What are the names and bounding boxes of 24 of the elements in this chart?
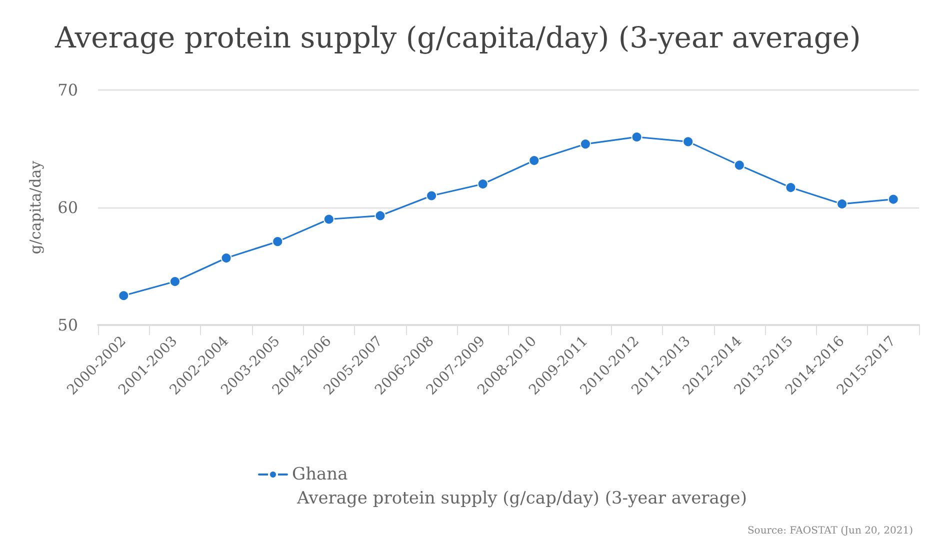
point — [580, 138, 591, 150]
point — [477, 178, 488, 190]
point — [118, 290, 130, 302]
point — [220, 252, 232, 264]
point — [374, 210, 386, 222]
point — [836, 198, 848, 210]
point — [169, 276, 180, 288]
y-axis-title: g/capita/day — [26, 160, 44, 254]
y-tick-label: 60 — [58, 198, 78, 217]
legend-label: Ghana — [292, 464, 348, 484]
point — [631, 132, 642, 142]
point — [272, 236, 284, 248]
point — [734, 160, 745, 171]
point — [426, 190, 438, 202]
y-tick-label: 50 — [58, 316, 78, 334]
chart-title: Average protein supply (g/capita/day) (3-year average) — [54, 20, 861, 54]
point — [682, 136, 694, 148]
point — [323, 214, 334, 225]
y-tick-label: 70 — [58, 80, 78, 100]
text: Average protein supply (g/cap/day) (3-year average) — [296, 488, 747, 508]
point — [528, 155, 540, 166]
point — [785, 182, 796, 194]
point — [888, 194, 899, 205]
source-note: Source: FAOSTAT (Jun 20, 2021) — [747, 526, 914, 536]
